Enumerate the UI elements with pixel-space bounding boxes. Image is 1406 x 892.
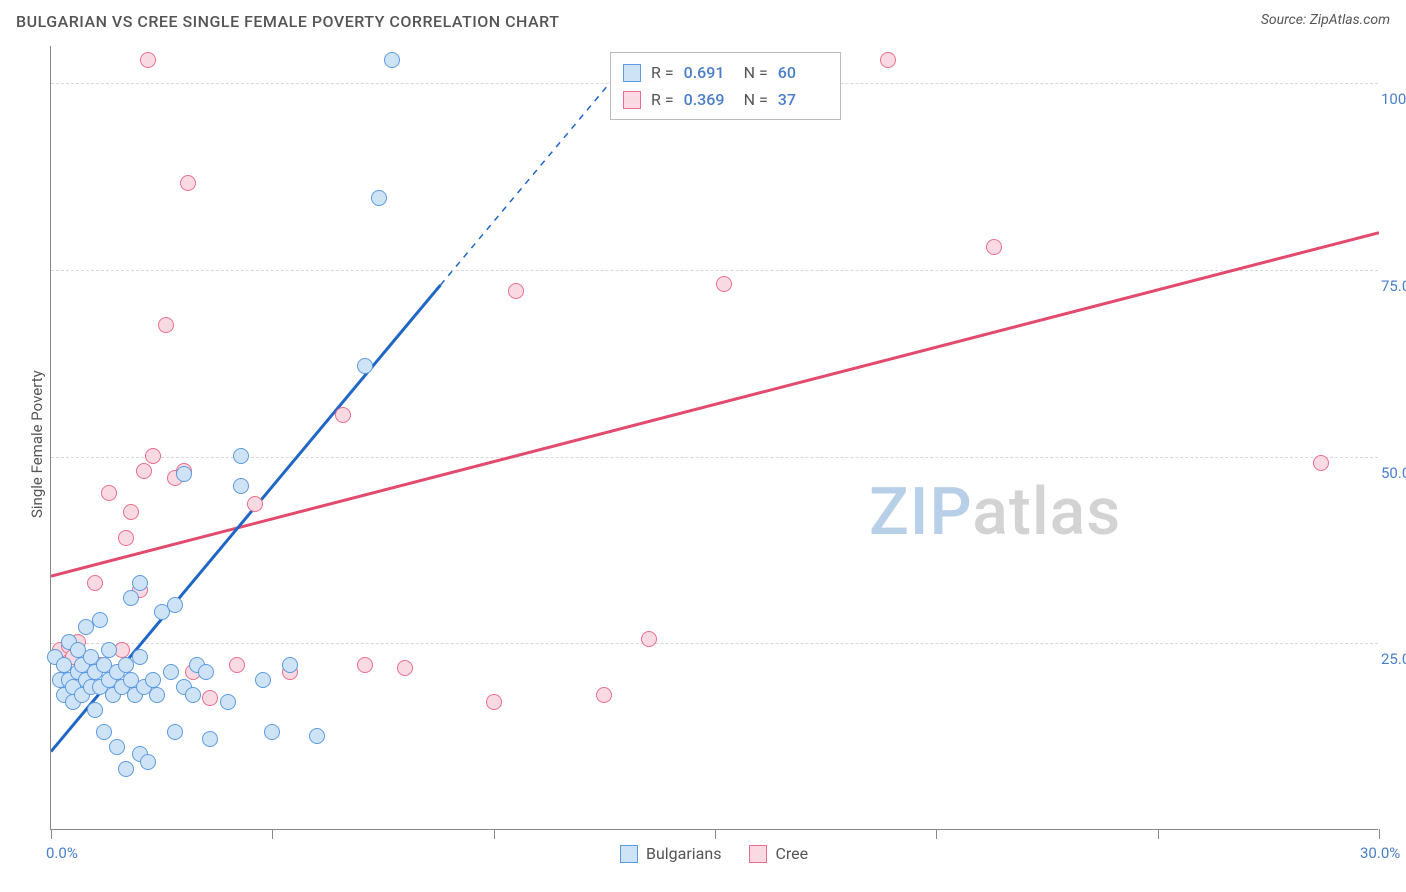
legend-label-bulgarians: Bulgarians bbox=[646, 844, 721, 863]
correlation-legend-row-cree: R = 0.369 N = 37 bbox=[623, 86, 828, 113]
data-point-cree bbox=[335, 407, 351, 423]
data-point-cree bbox=[101, 485, 117, 501]
legend-label-cree: Cree bbox=[775, 844, 808, 863]
x-tick-mark bbox=[494, 829, 495, 839]
legend-swatch-cree bbox=[749, 845, 767, 863]
data-point-cree bbox=[123, 504, 139, 520]
data-point-bulgarians bbox=[101, 642, 117, 658]
gridline bbox=[51, 270, 1378, 271]
data-point-cree bbox=[118, 530, 134, 546]
data-point-cree bbox=[229, 657, 245, 673]
y-tick-label: 100.0% bbox=[1381, 90, 1406, 108]
n-value-bulgarians: 60 bbox=[778, 59, 828, 86]
legend-swatch-bulgarians bbox=[620, 845, 638, 863]
data-point-bulgarians bbox=[371, 190, 387, 206]
n-value-cree: 37 bbox=[778, 86, 828, 113]
data-point-bulgarians bbox=[140, 754, 156, 770]
data-point-bulgarians bbox=[202, 731, 218, 747]
x-tick-mark bbox=[272, 829, 273, 839]
data-point-cree bbox=[136, 463, 152, 479]
data-point-bulgarians bbox=[233, 448, 249, 464]
data-point-cree bbox=[180, 175, 196, 191]
data-point-bulgarians bbox=[357, 358, 373, 374]
y-tick-label: 25.0% bbox=[1381, 650, 1406, 668]
data-point-bulgarians bbox=[118, 761, 134, 777]
data-point-bulgarians bbox=[185, 687, 201, 703]
data-point-bulgarians bbox=[109, 739, 125, 755]
correlation-legend-row-bulgarians: R = 0.691 N = 60 bbox=[623, 59, 828, 86]
data-point-cree bbox=[158, 317, 174, 333]
chart-title: BULGARIAN VS CREE SINGLE FEMALE POVERTY … bbox=[16, 12, 559, 31]
data-point-cree bbox=[1313, 455, 1329, 471]
gridline bbox=[51, 643, 1378, 644]
y-tick-label: 75.0% bbox=[1381, 277, 1406, 295]
data-point-bulgarians bbox=[264, 724, 280, 740]
y-axis-label: Single Female Poverty bbox=[28, 370, 46, 518]
r-label: R = bbox=[651, 86, 674, 113]
r-value-bulgarians: 0.691 bbox=[684, 59, 734, 86]
data-point-cree bbox=[397, 660, 413, 676]
data-point-cree bbox=[880, 52, 896, 68]
x-tick-label: 30.0% bbox=[1360, 844, 1400, 862]
legend-swatch-cree bbox=[623, 91, 641, 109]
data-point-bulgarians bbox=[255, 672, 271, 688]
data-point-bulgarians bbox=[233, 478, 249, 494]
plot-area: ZIPatlas bbox=[50, 46, 1378, 830]
x-tick-mark bbox=[936, 829, 937, 839]
source-label: Source: bbox=[1261, 12, 1310, 28]
x-tick-mark bbox=[1158, 829, 1159, 839]
data-point-bulgarians bbox=[149, 687, 165, 703]
data-point-bulgarians bbox=[132, 575, 148, 591]
data-point-bulgarians bbox=[163, 664, 179, 680]
data-point-cree bbox=[508, 283, 524, 299]
data-point-cree bbox=[140, 52, 156, 68]
x-tick-mark bbox=[1379, 829, 1380, 839]
data-point-bulgarians bbox=[96, 724, 112, 740]
data-point-bulgarians bbox=[145, 672, 161, 688]
data-point-bulgarians bbox=[92, 612, 108, 628]
data-point-bulgarians bbox=[198, 664, 214, 680]
data-point-bulgarians bbox=[167, 724, 183, 740]
data-point-bulgarians bbox=[132, 649, 148, 665]
n-label: N = bbox=[744, 86, 768, 113]
gridline bbox=[51, 457, 1378, 458]
data-point-cree bbox=[357, 657, 373, 673]
series-legend: Bulgarians Cree bbox=[620, 844, 808, 863]
data-point-bulgarians bbox=[87, 702, 103, 718]
correlation-legend: R = 0.691 N = 60 R = 0.369 N = 37 bbox=[610, 52, 841, 120]
data-point-bulgarians bbox=[384, 52, 400, 68]
source-name: ZipAtlas.com bbox=[1310, 12, 1390, 28]
y-tick-label: 50.0% bbox=[1381, 464, 1406, 482]
data-point-cree bbox=[486, 694, 502, 710]
data-point-bulgarians bbox=[176, 466, 192, 482]
n-label: N = bbox=[744, 59, 768, 86]
x-tick-label: 0.0% bbox=[46, 844, 78, 862]
x-tick-mark bbox=[715, 829, 716, 839]
data-point-bulgarians bbox=[309, 728, 325, 744]
data-point-cree bbox=[202, 690, 218, 706]
data-point-cree bbox=[716, 276, 732, 292]
data-point-cree bbox=[247, 496, 263, 512]
data-point-cree bbox=[596, 687, 612, 703]
data-point-cree bbox=[641, 631, 657, 647]
data-point-cree bbox=[145, 448, 161, 464]
watermark: ZIPatlas bbox=[869, 474, 1121, 551]
data-point-bulgarians bbox=[282, 657, 298, 673]
r-label: R = bbox=[651, 59, 674, 86]
r-value-cree: 0.369 bbox=[684, 86, 734, 113]
data-point-bulgarians bbox=[123, 590, 139, 606]
data-point-cree bbox=[87, 575, 103, 591]
source-attribution: Source: ZipAtlas.com bbox=[1261, 12, 1390, 28]
trend-lines bbox=[51, 46, 1379, 830]
legend-swatch-bulgarians bbox=[623, 64, 641, 82]
data-point-cree bbox=[986, 239, 1002, 255]
title-bar: BULGARIAN VS CREE SINGLE FEMALE POVERTY … bbox=[16, 12, 1390, 31]
trendline-bulgarians-dashed bbox=[441, 68, 622, 285]
legend-item-cree: Cree bbox=[749, 844, 808, 863]
data-point-bulgarians bbox=[167, 597, 183, 613]
x-tick-mark bbox=[51, 829, 52, 839]
data-point-bulgarians bbox=[220, 694, 236, 710]
legend-item-bulgarians: Bulgarians bbox=[620, 844, 721, 863]
